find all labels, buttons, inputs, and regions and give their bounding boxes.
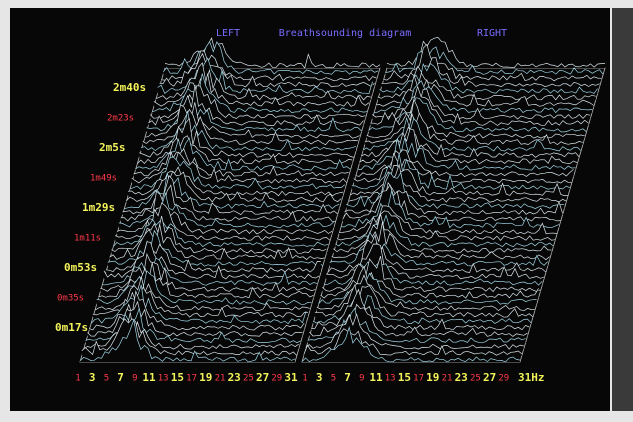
screenshot: LEFT Breathsounding diagram RIGHT 2m40s 2… [0,0,633,422]
freq-label: 19 [426,371,439,384]
time-label: 0m35s [57,294,84,304]
freq-label: 3 [89,371,96,384]
freq-label: 15 [171,371,184,384]
freq-label: 11 [369,371,383,384]
freq-label: 15 [398,371,411,384]
freq-label: 31Hz [518,371,545,384]
freq-label: 27 [483,371,496,384]
freq-label: 23 [228,371,241,384]
freq-label: 7 [117,371,124,384]
diagram-title: Breathsounding diagram [279,28,411,39]
time-label: 2m5s [99,141,126,154]
freq-label: 23 [455,371,468,384]
time-label: 2m40s [113,81,146,94]
time-label: 0m53s [64,261,97,274]
right-label: RIGHT [477,28,507,39]
freq-label: 13 [385,374,396,384]
freq-label: 27 [256,371,269,384]
freq-label: 11 [142,371,156,384]
freq-label: 9 [359,374,364,384]
freq-label: 17 [186,374,197,384]
freq-label: 29 [271,374,282,384]
freq-label: 21 [215,374,226,384]
freq-label: 1 [302,374,307,384]
freq-label: 17 [413,374,424,384]
freq-label: 13 [158,374,169,384]
freq-label: 9 [132,374,137,384]
freq-label: 25 [470,374,481,384]
side-panel [612,8,633,411]
freq-label: 31 [284,371,298,384]
freq-label: 19 [199,371,212,384]
freq-label: 5 [331,374,336,384]
time-label: 0m17s [55,321,88,334]
freq-label: 25 [243,374,254,384]
time-label: 1m49s [90,174,117,184]
freq-label: 21 [442,374,453,384]
freq-label: 7 [344,371,351,384]
freq-label: 29 [498,374,509,384]
time-label: 1m11s [74,234,101,244]
time-label: 1m29s [82,201,115,214]
left-label: LEFT [216,28,240,39]
freq-label: 5 [104,374,109,384]
freq-label: 3 [316,371,323,384]
freq-label: 1 [75,374,80,384]
time-label: 2m23s [107,114,134,124]
